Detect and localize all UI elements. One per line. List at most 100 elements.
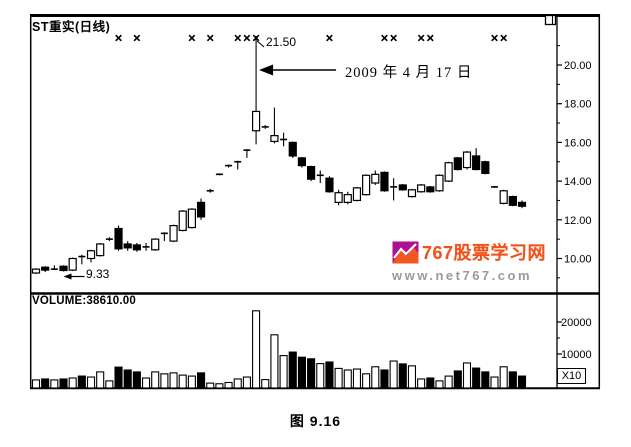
star-marker (234, 34, 242, 42)
volume-bar (197, 372, 206, 389)
watermark: 767股票学习网 www.net767.com (392, 239, 567, 283)
candle-doji (225, 164, 233, 167)
candle-body (453, 157, 462, 171)
candle-body (380, 171, 389, 192)
candle-body (123, 243, 132, 249)
volume-bar (490, 376, 499, 389)
candle-body (270, 135, 279, 143)
figure-caption: 图 9.16 (289, 413, 342, 429)
date-annotation: 2009 年 4 月 17 日 (345, 65, 473, 81)
star-marker (326, 34, 333, 42)
volume-bar (96, 371, 105, 389)
star-marker (206, 34, 214, 42)
chart-title: ST重实(日线) (32, 20, 111, 34)
candle-body (132, 244, 141, 251)
candle-doji (105, 238, 113, 240)
volume-bar (233, 378, 242, 389)
candle-body (187, 208, 196, 229)
volume-bar (242, 376, 251, 389)
candle-body (407, 189, 417, 198)
star-marker (252, 34, 260, 42)
star-marker (491, 34, 498, 42)
candle-body (288, 141, 297, 157)
candle-doji (78, 255, 86, 258)
volume-bar (472, 367, 481, 389)
volume-bar (462, 362, 472, 389)
volume-bar (362, 373, 371, 389)
watermark-site-name: 767股票学习网 (422, 243, 547, 263)
volume-bar (417, 378, 426, 389)
volume-bar (151, 371, 160, 389)
candle-doji (243, 149, 251, 151)
price-tick-label: 20.00 (564, 60, 592, 72)
candle-body (371, 173, 380, 184)
window-icon[interactable] (544, 14, 557, 26)
volume-bar (114, 366, 123, 389)
candle-body (426, 186, 435, 193)
price-tick-label: 14.00 (564, 176, 592, 188)
candle-body (178, 210, 187, 232)
volume-bar (407, 365, 417, 389)
candle-doji (215, 173, 223, 176)
volume-pane-label: VOLUME:38610.00 (32, 295, 136, 307)
candle-doji (234, 160, 242, 163)
volume-bar (499, 366, 508, 389)
candle-body (352, 187, 362, 202)
volume-bar (297, 356, 306, 389)
low-price-annotation: 9.33 (86, 267, 110, 281)
volume-bar (343, 369, 352, 389)
volume-bar (77, 375, 86, 389)
candle-doji (316, 174, 324, 177)
volume-bar (59, 378, 68, 389)
volume-bar (316, 363, 325, 389)
volume-bar (160, 373, 169, 389)
volume-bar (453, 370, 462, 389)
candle-body (481, 161, 490, 174)
candle-body (86, 250, 96, 260)
volume-bar (398, 363, 407, 389)
volume-bar (371, 366, 380, 389)
candle-body (31, 268, 41, 274)
candle-body (444, 162, 453, 182)
star-marker (500, 34, 508, 42)
candle-body (343, 194, 352, 203)
candle-doji (50, 268, 58, 270)
price-tick-label: 12.00 (564, 215, 592, 227)
volume-bar (288, 351, 297, 389)
volume-bar (31, 379, 41, 389)
volume-bar (481, 371, 490, 389)
star-marker (243, 34, 251, 42)
high-price-annotation: 21.50 (266, 35, 297, 49)
candle-body (472, 155, 481, 171)
candle-body (435, 174, 444, 192)
date-arrowhead (259, 64, 274, 76)
volume-bar (50, 379, 59, 389)
volume-bar (86, 376, 96, 389)
candle-doji (280, 138, 288, 141)
candle-doji (491, 186, 498, 188)
volume-bar (68, 377, 77, 389)
watermark-logo-icon (392, 241, 419, 263)
star-marker (381, 34, 388, 42)
volume-bar (517, 375, 527, 389)
volume-tick-label: 20000 (561, 317, 592, 329)
volume-bar (206, 382, 215, 389)
volume-bar (132, 371, 141, 389)
volume-bar (123, 369, 132, 389)
star-marker (390, 34, 397, 42)
price-tick-label: 18.00 (564, 99, 592, 111)
candle-body (151, 238, 160, 251)
volume-bar (224, 381, 233, 389)
star-marker (417, 34, 425, 42)
candle-body (297, 157, 307, 167)
volume-bar (215, 383, 224, 389)
candle-body (41, 266, 50, 271)
volume-bar (444, 375, 453, 389)
star-marker (133, 34, 141, 42)
volume-bar (380, 369, 389, 389)
volume-bar (334, 367, 343, 389)
candle-body (169, 225, 178, 242)
high-label-leader (256, 40, 265, 48)
volume-bar (279, 355, 288, 389)
candle-body (398, 184, 407, 191)
